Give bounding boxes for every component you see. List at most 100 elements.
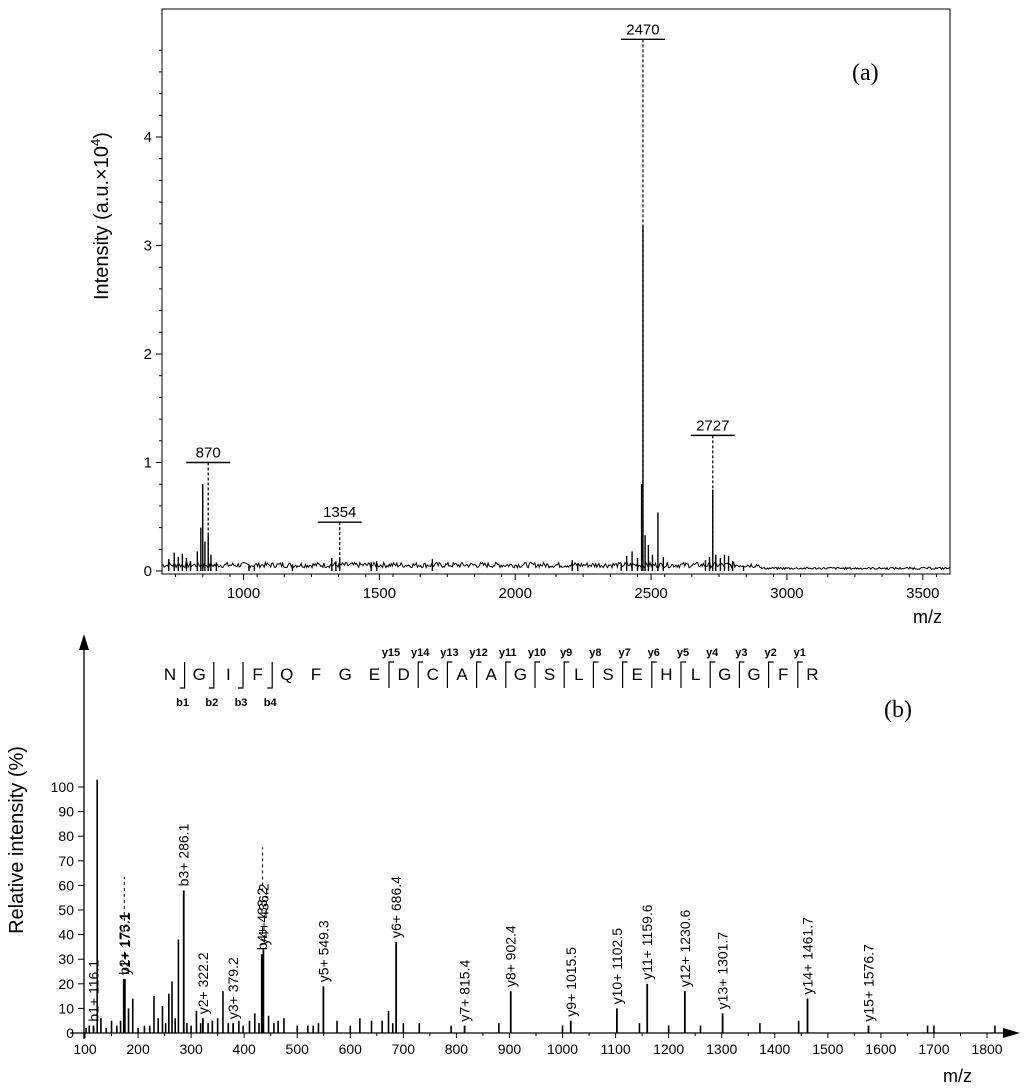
chart-b-sequence-residue: R: [806, 665, 818, 684]
chart-a-x-tick-label: 1000: [227, 585, 260, 602]
chart-b-panel-label: (b): [884, 697, 912, 723]
chart-b-y-ion-label: y3: [735, 647, 747, 659]
chart-b-sequence-residue: N: [164, 665, 176, 684]
chart-b-sequence-residue: F: [252, 665, 262, 684]
chart-b-fragment-label: y9+ 1015.5: [563, 947, 579, 1017]
chart-b-fragment-label: y3+ 379.2: [225, 957, 241, 1019]
chart-b-y-ion-bracket: [622, 661, 628, 688]
chart-b-y-tick-label: 30: [58, 951, 74, 967]
chart-b-fragment-label: y8+ 902.4: [503, 925, 519, 987]
chart-a-y-axis-label-close: ): [91, 132, 113, 139]
chart-b-y-ion-label: y8: [589, 647, 601, 659]
chart-b-y-tick-label: 10: [58, 1000, 74, 1016]
chart-b-x-tick-label: 900: [498, 1041, 522, 1057]
chart-b-y-ion-bracket: [563, 661, 570, 688]
chart-b-y-tick-label: 80: [58, 828, 74, 844]
chart-b-y-tick-label: 40: [58, 927, 74, 943]
chart-b-fragment-label: y11+ 1159.6: [639, 904, 655, 980]
chart-b-sequence-residue: I: [226, 665, 231, 684]
chart-b-y-ion-label: y10: [528, 647, 546, 659]
chart-a-y-tick-label: 2: [144, 346, 152, 363]
chart-b-sequence-residue: G: [747, 665, 760, 684]
chart-b-x-tick-label: 1300: [706, 1041, 737, 1057]
chart-b-x-tick-label: 1600: [865, 1041, 896, 1057]
chart-b-sequence-residue: G: [718, 665, 731, 684]
chart-a-spectrum: [161, 225, 951, 571]
chart-b-fragment-label: y7+ 815.4: [457, 960, 473, 1022]
chart-b-y-ion-label: y13: [440, 647, 458, 659]
chart-b-y-ion-bracket: [476, 661, 482, 688]
chart-a-x-tick-label: 3500: [906, 585, 939, 602]
chart-a-peak-label: 2470: [626, 21, 659, 38]
chart-b-y-ion-bracket: [651, 661, 657, 688]
chart-b-fragment-label: y6+ 686.4: [388, 876, 404, 938]
chart-b-sequence-residue: F: [778, 665, 788, 684]
chart-b-fragment-label: y15+ 1576.7: [861, 944, 877, 1022]
chart-b-y-ion-bracket: [534, 661, 540, 688]
chart-b-y-ion-bracket: [388, 661, 394, 688]
chart-b-fragment-label: b4+ 433.2: [254, 887, 270, 950]
chart-panel-b: b1+ 116.1 b2+ 173.1y1+ 175.1 b3+ 286.1 y2+ …: [6, 634, 1020, 1086]
chart-b-x-tick-label: 1400: [759, 1041, 790, 1057]
chart-b-x-tick-label: 700: [392, 1041, 416, 1057]
chart-a-frame: [161, 8, 951, 575]
chart-a-x-tick-label: 3000: [770, 585, 803, 602]
chart-b-sequence-residue: L: [691, 665, 700, 684]
chart-b-y-ion-bracket: [738, 661, 745, 688]
chart-b-sequence-residue: G: [514, 665, 527, 684]
chart-b-y-ion-label: y1: [794, 647, 806, 659]
chart-b-sequence-residue: E: [632, 665, 643, 684]
chart-b-y-ion-bracket: [680, 661, 686, 688]
chart-b-fragment-label: y12+ 1230.6: [677, 910, 693, 988]
chart-b-sequence-residue: S: [544, 665, 555, 684]
chart-b-y-tick-label: 100: [51, 779, 75, 795]
chart-b-fragment-label: y10+ 1102.5: [609, 928, 625, 1005]
chart-b-x-tick-label: 100: [73, 1041, 97, 1057]
chart-b-fragment-label: y2+ 322.2: [195, 952, 211, 1014]
chart-b-y-ion-label: y9: [560, 647, 572, 659]
chart-b-y-ion-label: y4: [706, 647, 719, 659]
chart-b-b-ion-bracket: [238, 662, 244, 689]
chart-a-y-axis-label-text: Intensity (a.u.×10: [91, 146, 113, 300]
chart-b-y-ion-label: y12: [469, 647, 487, 659]
chart-b-sequence-residue: G: [193, 665, 206, 684]
chart-b-x-tick-label: 1100: [601, 1041, 631, 1057]
chart-b-y-ion-bracket: [505, 661, 511, 688]
chart-b-fragment-label: y13+ 1301.7: [715, 932, 731, 1010]
chart-a-peak-label: 870: [196, 445, 221, 462]
chart-b-x-tick-label: 1200: [653, 1041, 684, 1057]
chart-b-y-tick-label: 20: [58, 976, 74, 992]
chart-a-peak-label: 2727: [696, 417, 729, 434]
chart-b-y-ion-bracket: [709, 661, 716, 688]
chart-b-sequence-residue: Q: [280, 665, 293, 684]
chart-b-fragment-label: b2+ 173.1: [116, 912, 132, 975]
chart-b-fragment-label: y4+ 436.2: [255, 883, 271, 945]
chart-b-y-ion-label: y11: [499, 647, 517, 659]
chart-b-b-ion-bracket: [267, 662, 273, 689]
chart-a-x-axis-label: m/z: [913, 607, 942, 627]
chart-b-sequence-residue: G: [339, 665, 352, 684]
chart-b-sequence-residue: A: [486, 665, 498, 684]
chart-a-y-tick-label: 1: [144, 455, 152, 472]
chart-b-y-ion-bracket: [446, 661, 453, 688]
chart-a-peak-label: 1354: [323, 504, 356, 521]
chart-b-x-tick-label: 800: [445, 1041, 469, 1057]
chart-b-y-ion-label: y14: [411, 647, 430, 659]
chart-b-x-tick-label: 1000: [547, 1041, 578, 1057]
chart-b-x-tick-label: 1500: [812, 1041, 843, 1057]
chart-b-x-tick-label: 300: [179, 1041, 203, 1057]
chart-b-y-tick-label: 70: [58, 853, 74, 869]
chart-b-x-tick-label: 600: [339, 1041, 363, 1057]
chart-a-baseline-trace: [161, 560, 951, 571]
chart-b-fragment-label: y14+ 1461.7: [800, 917, 816, 995]
chart-b-y-ion-bracket: [417, 661, 424, 688]
chart-b-x-tick-label: 1700: [918, 1041, 949, 1057]
chart-b-y-axis-label: Relative intensity (%): [6, 746, 28, 934]
chart-a-x-tick-label: 1500: [363, 585, 396, 602]
chart-b-y-ion-bracket: [797, 661, 803, 688]
chart-b-fragment-label: b3+ 286.1: [176, 823, 192, 886]
chart-b-x-tick-label: 400: [232, 1041, 256, 1057]
chart-panel-a: 870 1354 2470 2727 1000 1500 2000 2500 3000 3500…: [88, 8, 951, 627]
